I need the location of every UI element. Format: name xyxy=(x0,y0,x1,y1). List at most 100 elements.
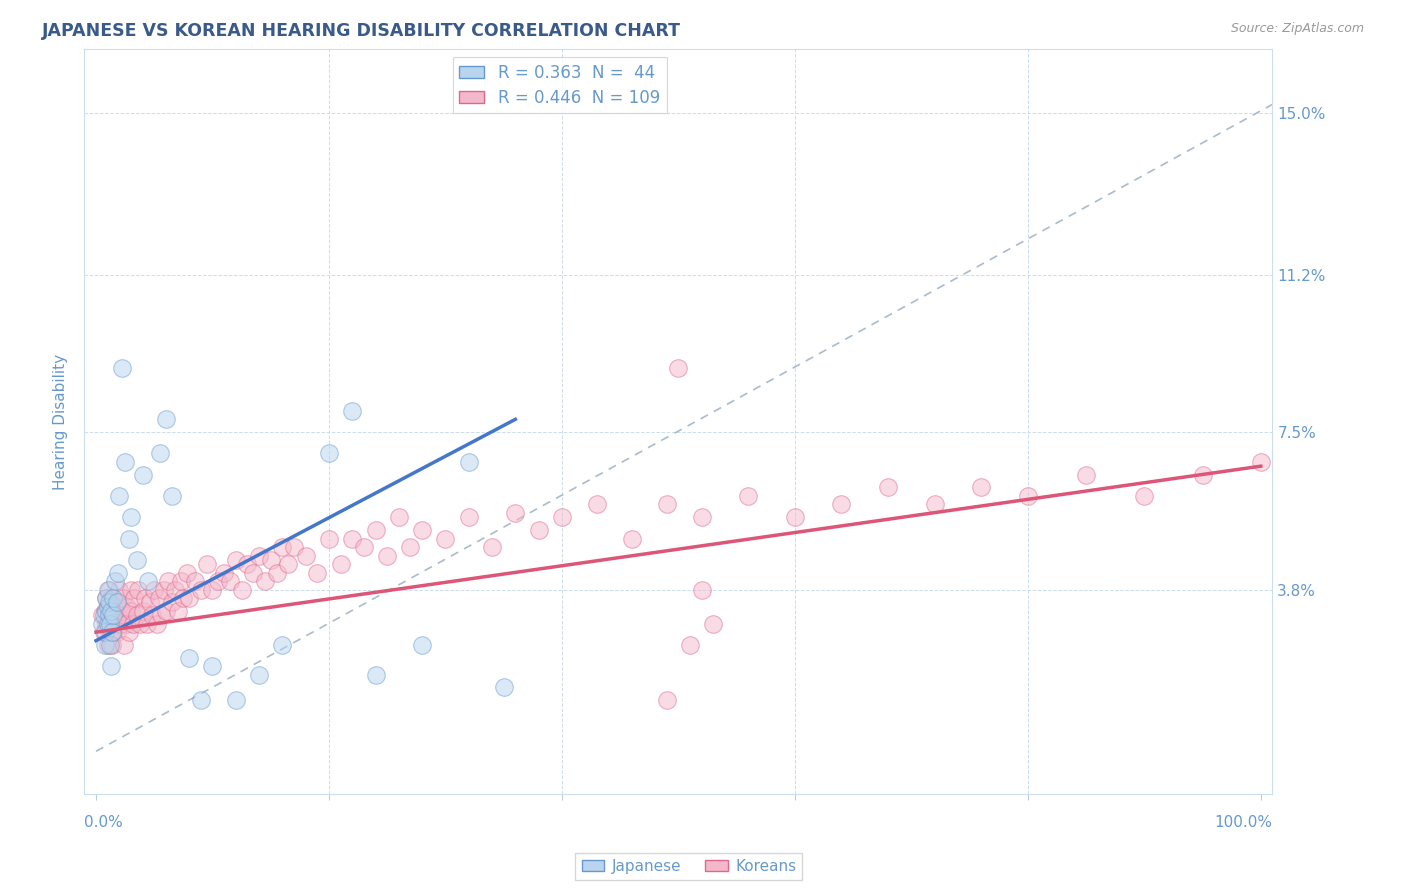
Point xyxy=(318,446,340,460)
Point xyxy=(103,608,125,623)
Point xyxy=(411,523,433,537)
Point xyxy=(166,604,188,618)
Point xyxy=(236,557,259,571)
Point xyxy=(111,591,134,606)
Point xyxy=(101,625,124,640)
Point xyxy=(283,540,305,554)
Point xyxy=(160,489,183,503)
Point xyxy=(97,582,120,597)
Point xyxy=(96,604,118,618)
Point xyxy=(108,489,131,503)
Point xyxy=(388,510,411,524)
Point xyxy=(105,625,128,640)
Point xyxy=(108,582,131,597)
Point xyxy=(114,608,136,623)
Point xyxy=(231,582,253,597)
Point xyxy=(125,553,148,567)
Legend: Japanese, Koreans: Japanese, Koreans xyxy=(575,853,803,880)
Point xyxy=(122,616,145,631)
Point xyxy=(90,616,112,631)
Y-axis label: Hearing Disability: Hearing Disability xyxy=(53,353,69,490)
Point xyxy=(364,667,387,681)
Point xyxy=(97,604,120,618)
Point xyxy=(655,693,678,707)
Point xyxy=(318,532,340,546)
Point xyxy=(125,608,148,623)
Point xyxy=(294,549,316,563)
Point xyxy=(690,582,713,597)
Point xyxy=(172,591,194,606)
Point xyxy=(551,510,574,524)
Legend: R = 0.363  N =  44, R = 0.446  N = 109: R = 0.363 N = 44, R = 0.446 N = 109 xyxy=(453,57,666,113)
Point xyxy=(103,599,125,614)
Point xyxy=(364,523,387,537)
Point xyxy=(105,595,128,609)
Point xyxy=(492,681,515,695)
Text: 0.0%: 0.0% xyxy=(84,814,124,830)
Point xyxy=(620,532,643,546)
Point xyxy=(1133,489,1156,503)
Point xyxy=(97,616,120,631)
Point xyxy=(277,557,299,571)
Point xyxy=(104,595,127,609)
Point xyxy=(505,506,527,520)
Point xyxy=(94,625,117,640)
Point xyxy=(201,582,224,597)
Point xyxy=(668,361,690,376)
Point xyxy=(115,616,138,631)
Point xyxy=(103,625,125,640)
Point xyxy=(134,591,156,606)
Point xyxy=(114,455,136,469)
Point xyxy=(120,604,142,618)
Point xyxy=(225,693,247,707)
Point xyxy=(104,574,127,588)
Point xyxy=(783,510,806,524)
Text: 100.0%: 100.0% xyxy=(1215,814,1272,830)
Point xyxy=(101,638,124,652)
Point xyxy=(117,625,139,640)
Point xyxy=(157,574,180,588)
Point xyxy=(1191,467,1213,482)
Point xyxy=(970,480,993,494)
Point xyxy=(104,616,127,631)
Point xyxy=(143,582,166,597)
Point xyxy=(131,604,153,618)
Point xyxy=(94,638,117,652)
Point xyxy=(353,540,375,554)
Point xyxy=(124,591,146,606)
Point xyxy=(149,446,172,460)
Point xyxy=(457,510,479,524)
Point xyxy=(260,553,283,567)
Point xyxy=(924,498,946,512)
Point xyxy=(375,549,398,563)
Point xyxy=(190,582,212,597)
Point xyxy=(129,616,152,631)
Point xyxy=(176,566,198,580)
Point xyxy=(94,604,117,618)
Point xyxy=(655,498,678,512)
Point xyxy=(184,574,207,588)
Point xyxy=(120,582,142,597)
Point xyxy=(138,574,160,588)
Point xyxy=(141,608,163,623)
Point xyxy=(170,574,193,588)
Point xyxy=(165,582,187,597)
Text: JAPANESE VS KOREAN HEARING DISABILITY CORRELATION CHART: JAPANESE VS KOREAN HEARING DISABILITY CO… xyxy=(42,22,681,40)
Point xyxy=(690,510,713,524)
Point xyxy=(527,523,550,537)
Point xyxy=(117,532,139,546)
Point xyxy=(457,455,479,469)
Point xyxy=(212,566,235,580)
Point xyxy=(219,574,242,588)
Point xyxy=(97,616,120,631)
Point xyxy=(242,566,264,580)
Point xyxy=(98,625,121,640)
Point xyxy=(342,532,364,546)
Point xyxy=(679,638,702,652)
Point xyxy=(207,574,229,588)
Point xyxy=(136,616,159,631)
Point xyxy=(97,599,120,614)
Point xyxy=(253,574,276,588)
Point xyxy=(830,498,852,512)
Point xyxy=(481,540,503,554)
